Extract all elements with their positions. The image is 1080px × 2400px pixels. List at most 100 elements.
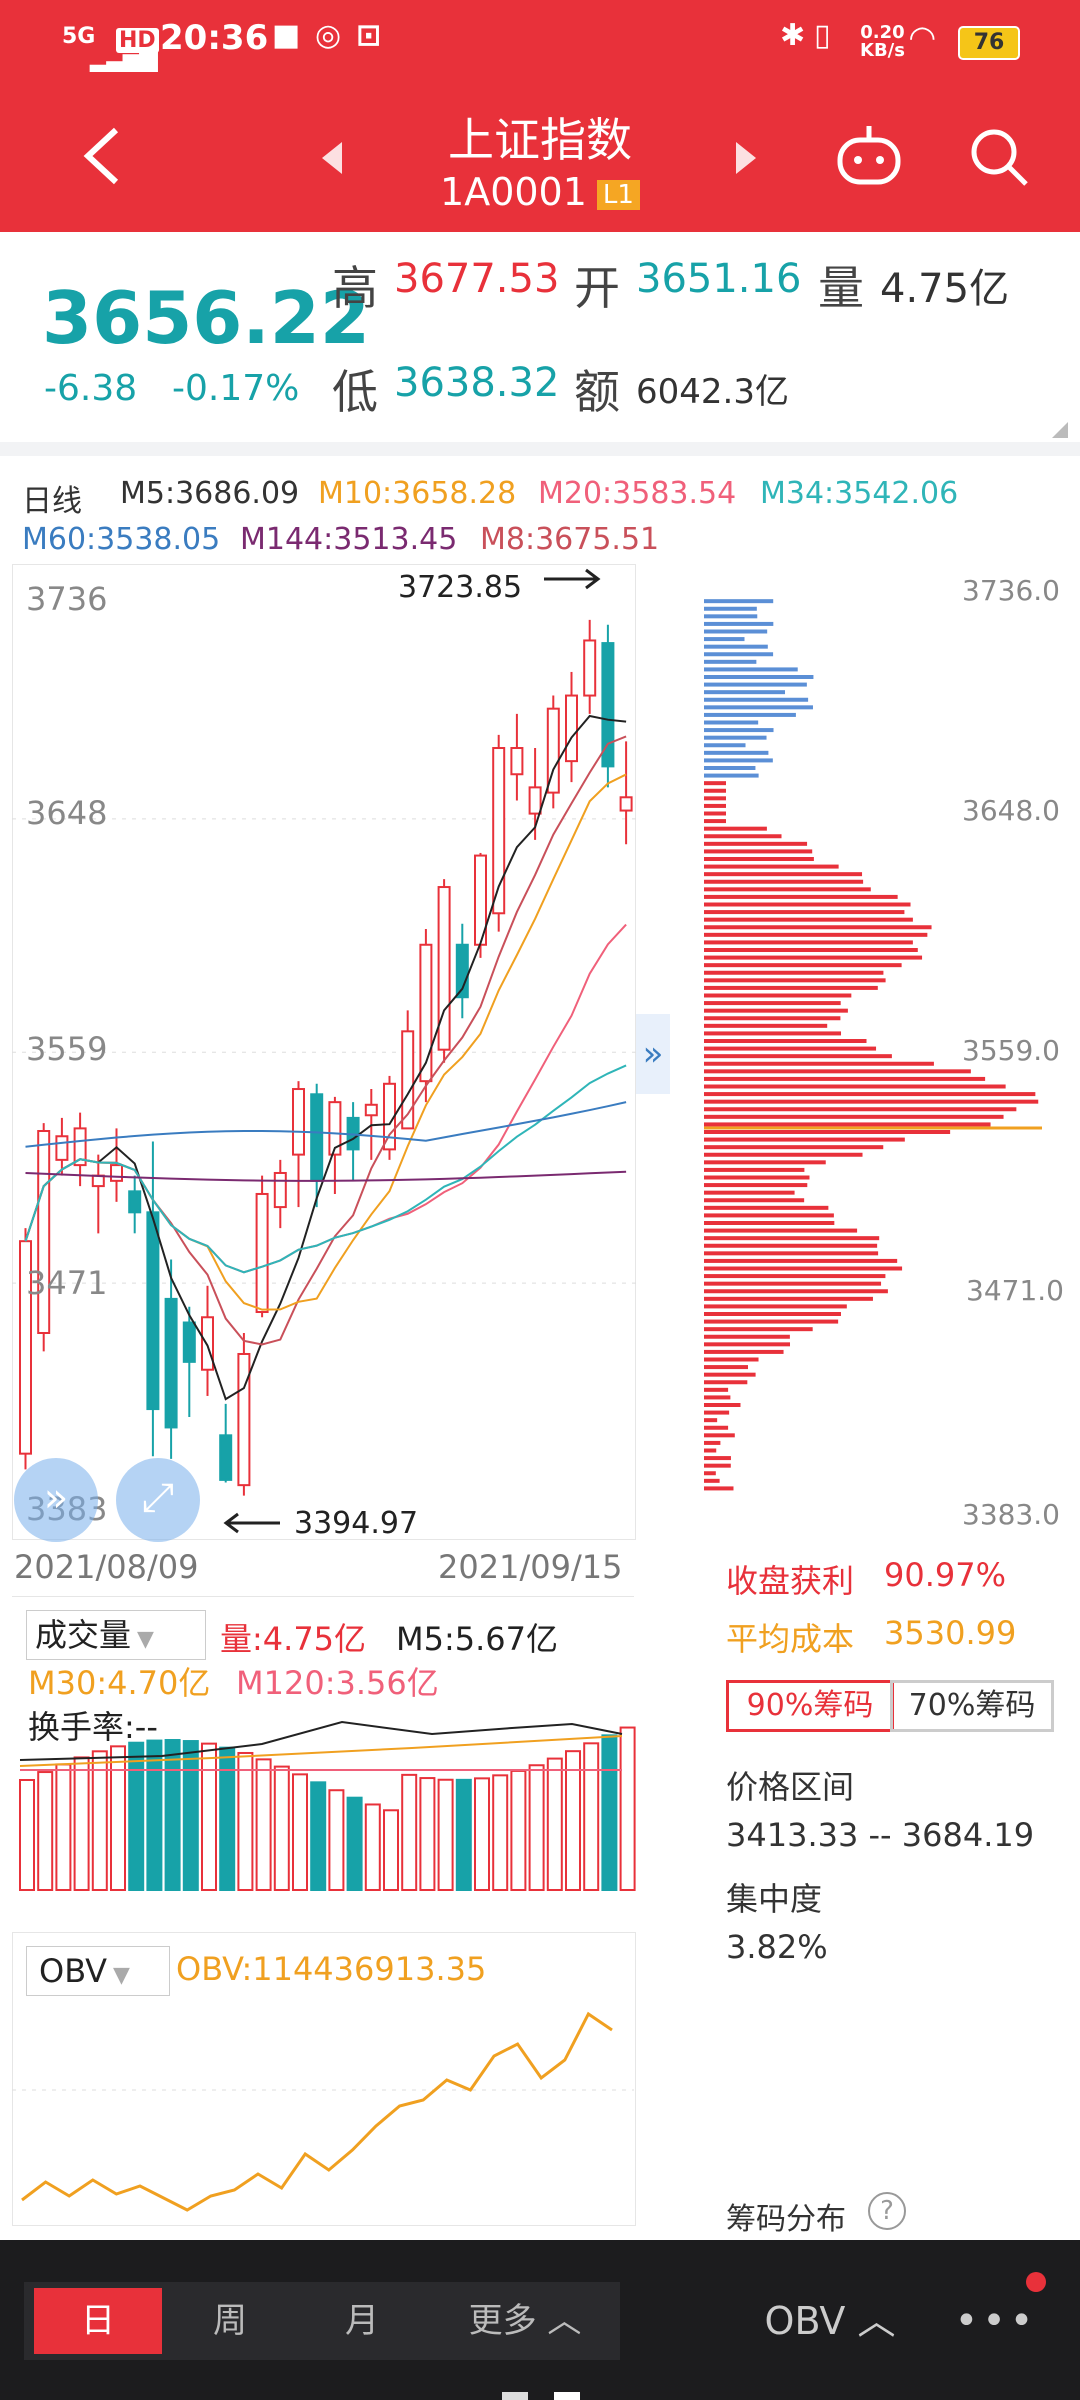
- chip-bar: [704, 940, 913, 945]
- volume-chart[interactable]: [12, 1660, 636, 1896]
- chip-bar: [704, 1122, 991, 1127]
- search-icon[interactable]: [966, 124, 1032, 190]
- help-icon[interactable]: ?: [868, 2192, 906, 2230]
- tab-day[interactable]: 日: [34, 2288, 162, 2354]
- chip-bar: [704, 1380, 748, 1385]
- volume-bar: [546, 1757, 563, 1891]
- chip-bar: [704, 1167, 805, 1172]
- chip-bar: [704, 955, 923, 960]
- chip-bar: [704, 659, 757, 664]
- more-options-icon[interactable]: •••: [954, 2298, 1038, 2344]
- chevron-up-icon: ︿: [547, 2301, 582, 2341]
- volume-bar: [528, 1764, 545, 1891]
- chip-distribution-chart[interactable]: [702, 564, 1074, 1524]
- chip-bar: [704, 1137, 905, 1142]
- chip-bar: [704, 1304, 847, 1309]
- stock-code: 1A0001 L1: [0, 170, 1080, 214]
- kline-chart[interactable]: [12, 564, 636, 1540]
- divider: [0, 442, 1080, 456]
- next-stock-icon[interactable]: [730, 140, 760, 176]
- volume-bar: [474, 1777, 490, 1891]
- range-label: 价格区间: [726, 1768, 855, 1806]
- chip-bar: [704, 644, 768, 649]
- candle-body: [292, 1088, 305, 1156]
- chip-bar: [704, 1054, 892, 1059]
- volume-selector[interactable]: 成交量 ▼: [26, 1610, 206, 1660]
- chip-70-tab[interactable]: 70%筹码: [890, 1680, 1054, 1732]
- volume-bar: [383, 1809, 399, 1891]
- volume-m120: M120:3.56亿: [236, 1664, 439, 1702]
- chip-bar: [704, 712, 796, 717]
- chip-bar: [704, 788, 726, 793]
- volume-bar: [565, 1750, 581, 1891]
- chip-90-tab[interactable]: 90%筹码: [726, 1680, 894, 1732]
- min-price-label: 3394.97: [294, 1506, 419, 1541]
- last-price: 3656.22: [42, 276, 370, 360]
- chip-bar: [704, 894, 898, 899]
- candle-body: [110, 1164, 123, 1182]
- volume-bar: [237, 1751, 254, 1891]
- level-badge: L1: [596, 179, 640, 210]
- chip-bar: [704, 803, 726, 808]
- robot-assistant-icon[interactable]: [834, 122, 904, 188]
- chip-bar: [704, 1251, 879, 1256]
- volume-bar: [255, 1758, 272, 1891]
- volume-bar: [128, 1741, 145, 1892]
- chip-bar: [704, 849, 813, 854]
- tab-more[interactable]: 更多 ︿: [440, 2288, 610, 2354]
- profit-value: 90.97%: [884, 1556, 1007, 1594]
- chip-bar: [704, 766, 756, 770]
- chip-bar: [704, 925, 932, 930]
- candle-body: [619, 796, 633, 812]
- chip-bar: [704, 773, 759, 778]
- chip-bar: [704, 1440, 721, 1445]
- chip-bar: [704, 1448, 717, 1453]
- tab-month[interactable]: 月: [345, 2301, 379, 2341]
- open-value: 3651.16: [636, 256, 802, 302]
- tab-week[interactable]: 周: [213, 2301, 247, 2341]
- indicator-selector[interactable]: OBV ︿: [750, 2288, 910, 2354]
- chevron-up-icon: ︿: [857, 2299, 896, 2343]
- chip-bar: [704, 1258, 898, 1263]
- net-speed-unit: KB/s: [860, 40, 905, 61]
- chip-axis-3: 3559.0: [962, 1034, 1060, 1067]
- candle-body: [546, 707, 560, 794]
- candle-body: [55, 1135, 69, 1161]
- high-label: 高: [332, 261, 378, 315]
- obv-chart[interactable]: [12, 2000, 636, 2224]
- candle-body: [455, 943, 469, 999]
- dropdown-icon: ▼: [113, 1963, 130, 1988]
- chip-bar: [704, 1456, 731, 1461]
- volume-bar: [310, 1781, 327, 1891]
- high-value: 3677.53: [394, 256, 560, 302]
- vibrate-icon: ▯: [814, 18, 831, 53]
- chip-bar: [704, 1289, 888, 1294]
- volume-bar: [19, 1779, 35, 1891]
- fullscreen-button[interactable]: ⤢: [116, 1458, 200, 1542]
- chip-bar: [704, 1160, 826, 1165]
- chip-axis-1: 3736.0: [962, 574, 1060, 607]
- volume-bar: [201, 1742, 217, 1892]
- start-date: 2021/08/09: [14, 1548, 199, 1586]
- expand-corner-icon[interactable]: [1052, 422, 1068, 438]
- amount-label: 额: [574, 365, 620, 419]
- ma34-value: M34:3542.06: [760, 476, 959, 511]
- prev-stock-icon[interactable]: [318, 140, 348, 176]
- max-price-label: 3723.85: [398, 570, 523, 605]
- volume-bar: [437, 1778, 454, 1891]
- obv-value: OBV:114436913.35: [176, 1950, 487, 1988]
- collapse-chip-button[interactable]: »: [636, 1014, 670, 1094]
- candle-body: [583, 639, 597, 697]
- candle-body: [310, 1093, 324, 1182]
- candle-body: [273, 1171, 287, 1209]
- obv-selector[interactable]: OBV ▼: [26, 1946, 170, 1996]
- candle-body: [419, 943, 433, 1083]
- chip-bar: [704, 1114, 1004, 1119]
- chip-bar: [704, 1486, 734, 1491]
- volume-selector-label: 成交量: [35, 1616, 132, 1654]
- top-header: 5G ▂▃▅▇ HD 20:36 ■ ◎ ⊡ ✱ ▯ 0.20 KB/s ◠ 7…: [0, 0, 1080, 232]
- back-icon[interactable]: [78, 124, 128, 188]
- stock-code-text: 1A0001: [440, 170, 587, 214]
- volume-bar: [91, 1750, 108, 1891]
- fast-forward-button[interactable]: »: [14, 1458, 98, 1542]
